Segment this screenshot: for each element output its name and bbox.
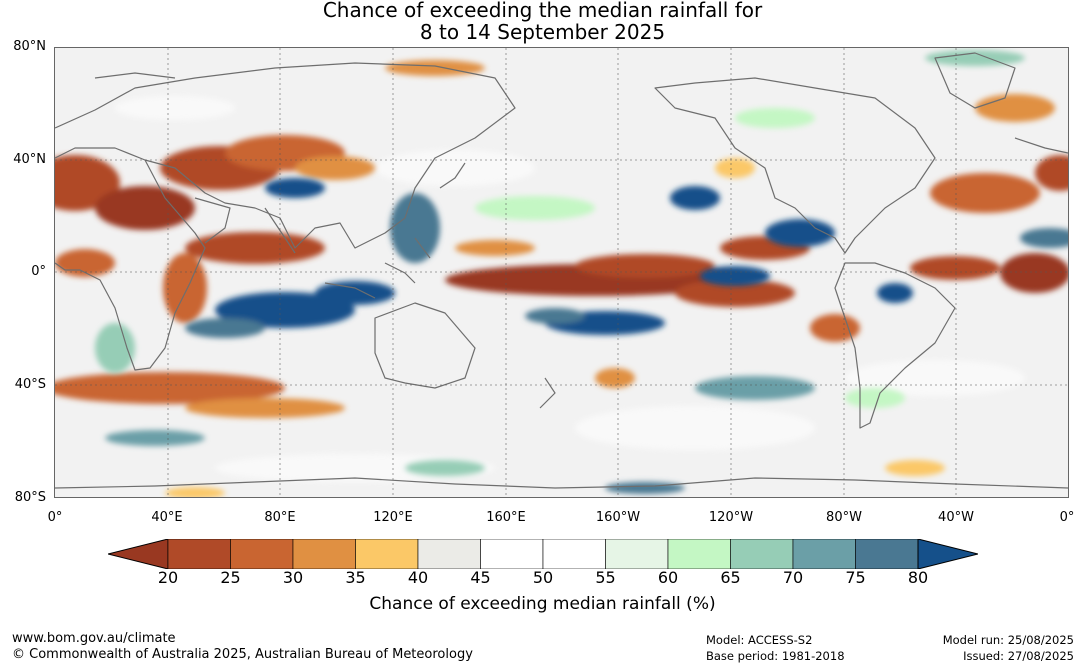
lon-label-120w: 120°W xyxy=(708,510,754,525)
colorbar-bin xyxy=(480,539,544,569)
colorbar-bin xyxy=(605,539,669,569)
colorbar-tick: 80 xyxy=(907,568,929,587)
colorbar-bin xyxy=(667,539,731,569)
lon-label-40e: 40°E xyxy=(151,510,183,525)
colorbar-bin xyxy=(167,539,231,569)
colorbar-bin xyxy=(230,539,294,569)
coastlines xyxy=(55,52,1068,489)
neutral-field xyxy=(115,96,1025,482)
colorbar-bin xyxy=(730,539,794,569)
lon-label-120e: 120°E xyxy=(373,510,413,525)
colorbar-bin xyxy=(355,539,419,569)
map-title-line1: Chance of exceeding the median rainfall … xyxy=(322,0,763,22)
map-title-line2: 8 to 14 September 2025 xyxy=(419,20,666,44)
colorbar-tick: 45 xyxy=(470,568,491,587)
colorbar-tick: 30 xyxy=(282,568,304,587)
dry-anomalies xyxy=(55,60,1068,497)
colorbar-tick: 55 xyxy=(595,568,616,587)
graticule xyxy=(55,48,1068,497)
base-period: Base period: 1981-2018 xyxy=(706,649,845,663)
colorbar-bin xyxy=(417,539,481,569)
model-run-date: Model run: 25/08/2025 xyxy=(942,633,1074,647)
colorbar-tick: 40 xyxy=(407,568,429,587)
colorbar-label: Chance of exceeding median rainfall (%) xyxy=(369,594,716,614)
copyright-text: © Commonwealth of Australia 2025, Austra… xyxy=(12,647,473,662)
colorbar-bin xyxy=(292,539,356,569)
lon-label-0: 0° xyxy=(47,510,63,525)
rainfall-map xyxy=(54,47,1069,498)
model-name: Model: ACCESS-S2 xyxy=(706,633,813,647)
lon-label-80e: 80°E xyxy=(264,510,296,525)
lat-label-40n: 40°N xyxy=(13,152,46,167)
colorbar-tick: 60 xyxy=(657,568,679,587)
colorbar-tick: 70 xyxy=(782,568,804,587)
lon-label-160e: 160°E xyxy=(486,510,526,525)
wet-anomalies xyxy=(95,50,1068,494)
colorbar-tick: 65 xyxy=(720,568,741,587)
colorbar-bin xyxy=(792,539,856,569)
colorbar-high-arrow xyxy=(917,539,978,569)
lon-label-40w: 40°W xyxy=(938,510,974,525)
colorbar-tick: 20 xyxy=(157,568,179,587)
colorbar xyxy=(108,539,978,569)
colorbar-tick: 35 xyxy=(345,568,366,587)
lat-label-40s: 40°S xyxy=(14,377,46,392)
lat-label-0: 0° xyxy=(31,264,46,279)
lon-label-160w: 160°W xyxy=(595,510,641,525)
colorbar-tick: 25 xyxy=(220,568,241,587)
website-link[interactable]: www.bom.gov.au/climate xyxy=(12,631,176,646)
colorbar-tick: 50 xyxy=(532,568,554,587)
lon-label-80w: 80°W xyxy=(826,510,862,525)
lat-label-80n: 80°N xyxy=(13,39,46,54)
lon-label-0-east: 0° xyxy=(1059,510,1075,525)
colorbar-bin xyxy=(855,539,919,569)
colorbar-bin xyxy=(542,539,606,569)
colorbar-low-arrow xyxy=(108,539,169,569)
lat-label-80s: 80°S xyxy=(14,490,46,505)
issued-date: Issued: 27/08/2025 xyxy=(963,649,1074,663)
colorbar-tick: 75 xyxy=(845,568,866,587)
